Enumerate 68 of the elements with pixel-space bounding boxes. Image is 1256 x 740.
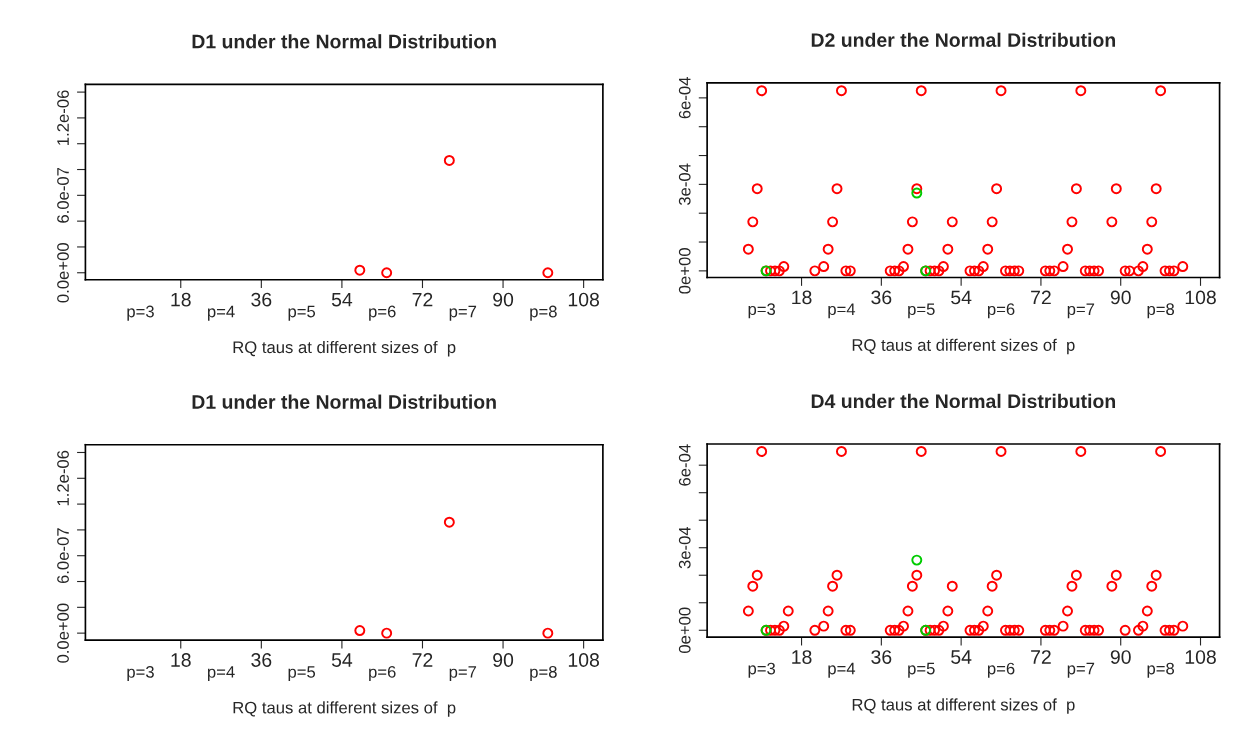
x-tick-label: 54	[951, 290, 972, 305]
x-tick-label: 108	[1185, 650, 1216, 664]
x-tick-label: 54	[331, 653, 353, 667]
x-tick-label: 72	[1031, 650, 1051, 664]
chart-title: D1 under the Normal Distribution	[192, 34, 496, 49]
text: p=3	[748, 303, 776, 319]
text: p=8	[1147, 662, 1175, 678]
text: p=8	[1147, 303, 1175, 319]
x-axis-title: RQ taus at different sizes of p	[852, 338, 1075, 355]
text: p=3	[748, 662, 776, 678]
y-tick-label: 6e-04	[678, 77, 691, 119]
text: p=8	[530, 665, 557, 682]
y-tick-label: 3e-04	[678, 163, 691, 206]
x-tick-label: 72	[412, 653, 433, 667]
x-tick-label: 108	[568, 653, 600, 667]
text: p=7	[449, 666, 477, 682]
x-tick-label: 54	[951, 650, 972, 664]
x-tick-label: 36	[871, 290, 892, 305]
x-tick-label: 90	[1110, 650, 1131, 664]
x-axis-title: RQ taus at different sizes of p	[233, 340, 456, 357]
x-tick-label: 108	[568, 292, 600, 307]
y-tick-label: 6.0e-07	[57, 528, 69, 584]
text: p=5	[288, 666, 316, 682]
x-tick-label: 18	[171, 292, 191, 307]
x-tick-label: 72	[1031, 290, 1051, 305]
x-tick-label: 36	[251, 653, 272, 667]
y-tick-label: 0.0e+00	[57, 243, 69, 303]
x-tick-label: 90	[493, 292, 514, 307]
x-tick-label: 18	[792, 650, 812, 664]
text: p=7	[1067, 303, 1095, 319]
text: p=6	[369, 305, 396, 321]
y-tick-label: 1.2e-06	[57, 450, 69, 506]
text: p=6	[987, 303, 1015, 319]
x-tick-label: 18	[792, 290, 812, 305]
y-tick-label: 6.0e-07	[57, 167, 69, 223]
y-tick-label: 0e+00	[678, 607, 691, 654]
x-tick-label: 54	[331, 292, 353, 307]
y-tick-label: 1.2e-06	[57, 90, 69, 145]
y-tick-label: 6e-04	[678, 444, 691, 486]
x-tick-label: 36	[871, 650, 892, 664]
text: p=5	[908, 662, 935, 678]
text: p=7	[1067, 662, 1095, 678]
text: p=4	[207, 305, 235, 321]
x-tick-label: 90	[493, 653, 514, 667]
text: p=6	[987, 662, 1015, 678]
y-tick-label: 0e+00	[678, 248, 691, 294]
text: p=6	[369, 665, 396, 682]
x-axis-title: RQ taus at different sizes of p	[233, 701, 456, 717]
chart-title: D4 under the Normal Distribution	[811, 393, 1116, 409]
text: p=3	[127, 305, 154, 321]
text: p=8	[530, 305, 557, 321]
y-tick-label: 0.0e+00	[57, 603, 69, 663]
text: p=4	[828, 662, 856, 678]
chart-title: D2 under the Normal Distribution	[811, 32, 1116, 47]
text: p=5	[908, 303, 935, 319]
text: p=3	[127, 665, 154, 682]
text: p=4	[207, 666, 235, 682]
text: p=4	[828, 303, 856, 319]
x-tick-label: 90	[1110, 290, 1131, 305]
x-tick-label: 108	[1185, 290, 1216, 305]
x-tick-label: 18	[171, 653, 191, 667]
y-tick-label: 3e-04	[678, 526, 691, 569]
text: p=7	[449, 305, 477, 321]
x-axis-title: RQ taus at different sizes of p	[852, 698, 1075, 714]
chart-title: D1 under the Normal Distribution	[192, 394, 496, 409]
x-tick-label: 36	[251, 292, 272, 307]
text: p=5	[288, 305, 316, 321]
x-tick-label: 72	[412, 292, 433, 307]
